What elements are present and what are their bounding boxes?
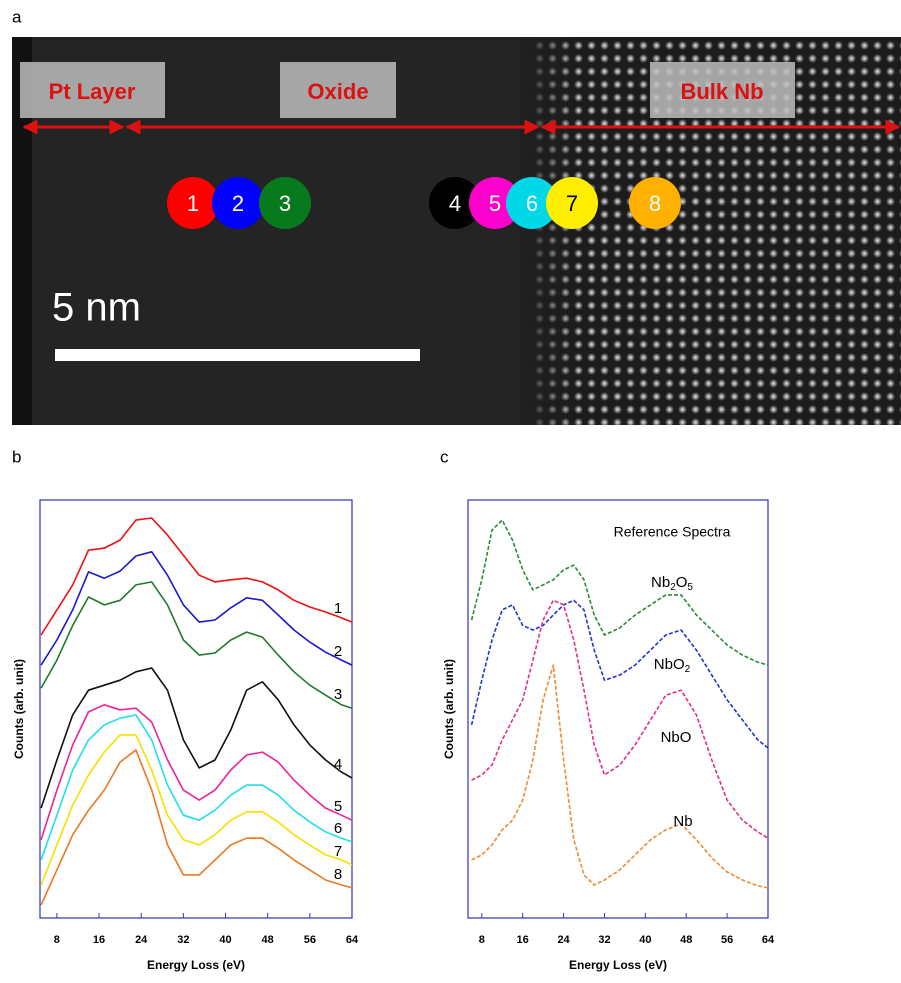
region-label: Oxide: [307, 79, 368, 104]
series-label: Nb2O5: [651, 574, 693, 593]
point-label: 3: [279, 191, 291, 216]
x-tick-label: 16: [93, 934, 105, 946]
x-tick-label: 24: [135, 934, 148, 946]
x-axis-title: Energy Loss (eV): [147, 958, 245, 972]
x-tick-label: 48: [680, 934, 692, 946]
series-label: Nb: [673, 813, 692, 830]
x-tick-label: 48: [262, 934, 274, 946]
x-tick-label: 64: [762, 934, 775, 946]
x-tick-label: 24: [557, 934, 570, 946]
x-tick-label: 40: [219, 934, 231, 946]
region-label: Pt Layer: [49, 79, 136, 104]
spectrum-line: [40, 551, 353, 666]
point-marker: [546, 177, 598, 229]
series-label: 7: [334, 843, 342, 860]
panel-label: c: [440, 447, 449, 466]
point-marker: [506, 177, 558, 229]
series-label: 4: [334, 756, 342, 773]
series-label: 2: [334, 643, 342, 660]
point-label: 2: [232, 191, 244, 216]
x-tick-label: 40: [639, 934, 651, 946]
y-axis-title: Counts (arb. unit): [442, 659, 456, 759]
point-label: 6: [526, 191, 538, 216]
annotation: Reference Spectra: [614, 524, 731, 540]
spectrum-line: [471, 599, 769, 839]
scale-bar-label: 5 nm: [52, 286, 141, 330]
spectrum-line: [40, 704, 353, 841]
x-tick-label: 16: [517, 934, 529, 946]
plot-frame: [467, 499, 769, 919]
micrograph: [12, 37, 901, 425]
x-tick-label: 56: [304, 934, 316, 946]
x-tick-label: 8: [479, 934, 485, 946]
point-label: 5: [489, 191, 501, 216]
series-label: NbO2: [654, 656, 691, 675]
point-marker: [629, 177, 681, 229]
point-label: 1: [187, 191, 199, 216]
spectrum-line: [40, 581, 353, 709]
spectrum-line: [471, 664, 769, 889]
x-tick-label: 64: [346, 934, 359, 946]
x-tick-label: 32: [177, 934, 189, 946]
series-label: NbO: [661, 729, 692, 746]
panel-label: a: [12, 7, 22, 26]
series-label: 1: [334, 600, 342, 617]
panel-label: b: [12, 447, 21, 466]
x-tick-label: 8: [54, 934, 60, 946]
x-axis-title: Energy Loss (eV): [569, 958, 667, 972]
point-marker: [212, 177, 264, 229]
point-label: 8: [649, 191, 661, 216]
series-label: 5: [334, 798, 342, 815]
point-marker: [469, 177, 521, 229]
series-label: 6: [334, 820, 342, 837]
spectrum-line: [470, 519, 769, 666]
spectrum-line: [40, 667, 353, 809]
point-marker: [259, 177, 311, 229]
point-label: 7: [566, 191, 578, 216]
x-tick-label: 32: [598, 934, 610, 946]
region-label: Bulk Nb: [680, 79, 763, 104]
spectrum-line: [40, 749, 353, 906]
spectrum-line: [40, 714, 353, 861]
series-label: 3: [334, 686, 342, 703]
spectrum-line: [470, 599, 769, 749]
x-tick-label: 56: [721, 934, 733, 946]
spectrum-line: [40, 734, 353, 886]
series-label: 8: [334, 866, 342, 883]
y-axis-title: Counts (arb. unit): [12, 659, 26, 759]
spectrum-line: [40, 517, 353, 636]
point-label: 4: [449, 191, 461, 216]
point-marker: [167, 177, 219, 229]
point-marker: [429, 177, 481, 229]
plot-frame: [39, 499, 353, 919]
